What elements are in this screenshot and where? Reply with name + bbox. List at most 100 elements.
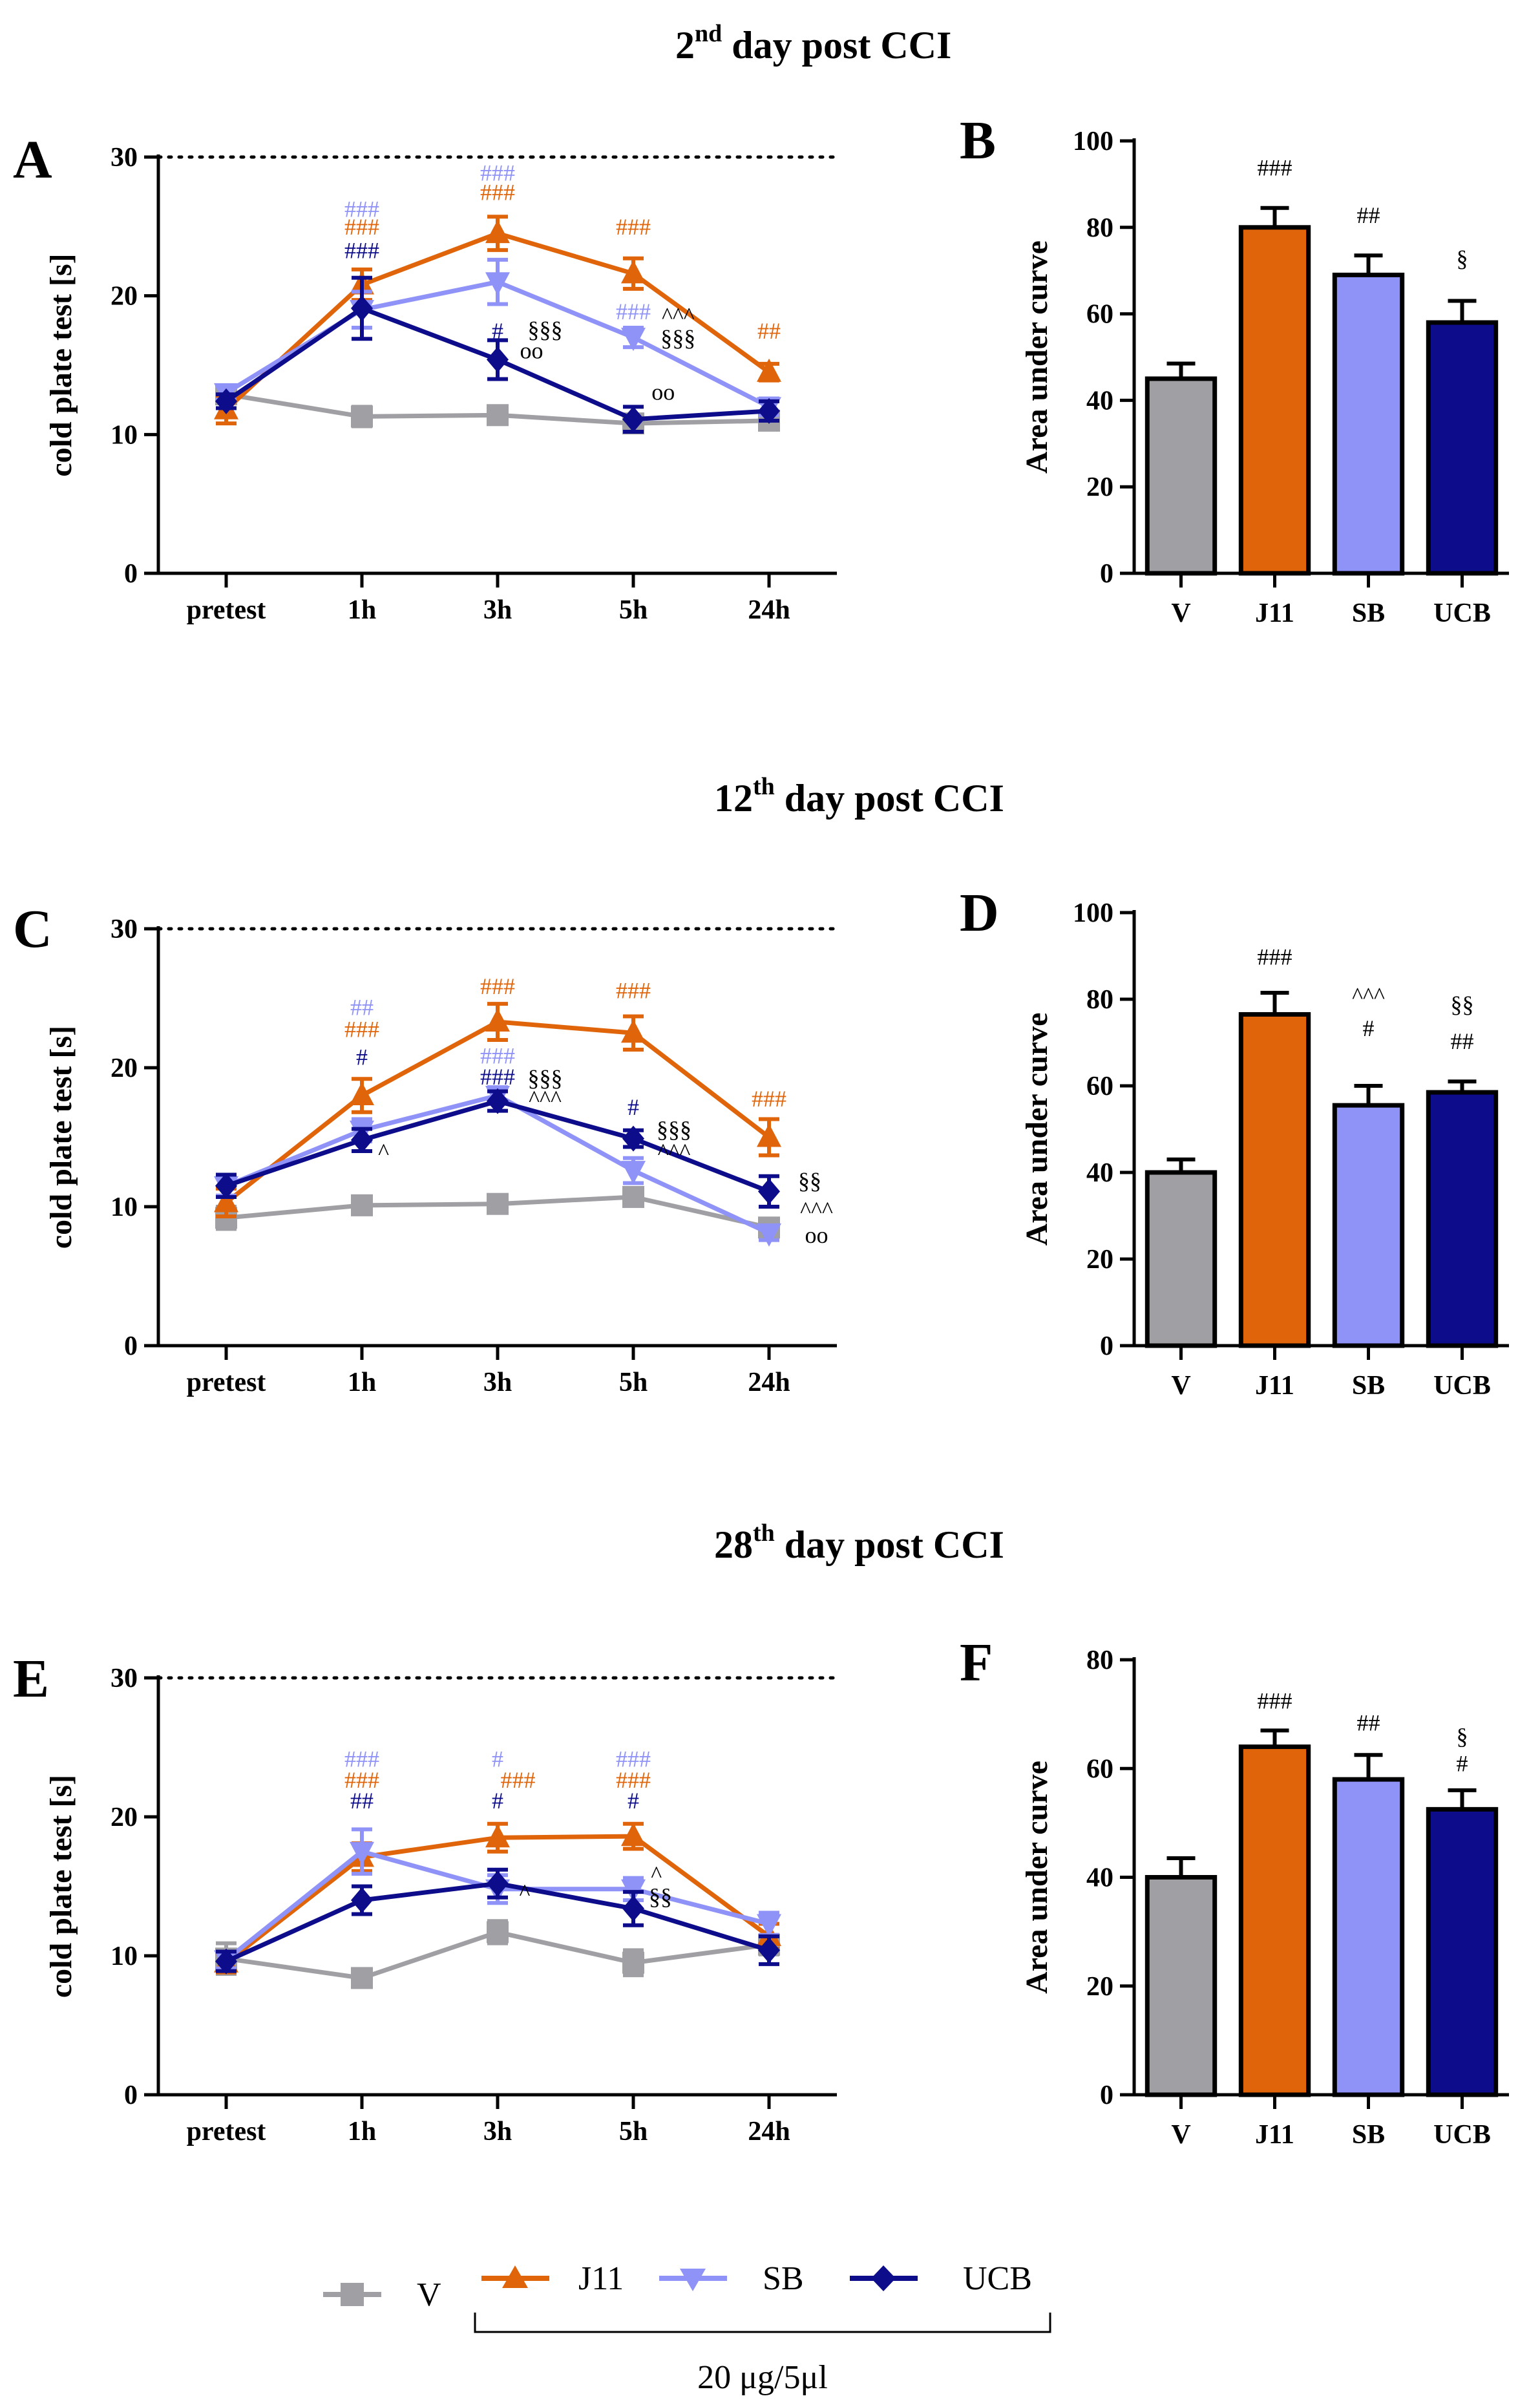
chart-a-x-tick-label-3h: 3h bbox=[483, 595, 512, 625]
chart-e-annotation-8: ### bbox=[616, 1767, 651, 1793]
chart-e-series-v-point-1 bbox=[351, 1967, 373, 1989]
chart-b-x-tick-label-ucb: UCB bbox=[1433, 599, 1491, 628]
chart-a-y-tick-label-0: 0 bbox=[124, 559, 138, 589]
chart-e-y-axis-title: cold plate test [s] bbox=[44, 1775, 78, 1998]
chart-e-annotation-7: ### bbox=[616, 1746, 651, 1772]
chart-d-annotation-1: ^^^ bbox=[1352, 983, 1385, 1009]
chart-e-series-ucb-point-0 bbox=[215, 1948, 237, 1975]
legend-marker-j11-triangle-icon bbox=[502, 2265, 528, 2288]
chart-c-annotation-3: ^ bbox=[378, 1139, 389, 1165]
chart-a-series-j11-point-3 bbox=[621, 260, 646, 284]
chart-c-x-tick-label-3h: 3h bbox=[483, 1368, 512, 1397]
dose-label: 20 μg/5μl bbox=[697, 2359, 828, 2396]
chart-c-series-ucb-point-4 bbox=[758, 1178, 780, 1205]
chart-a-series-ucb-point-1 bbox=[351, 295, 373, 321]
chart-b-x-tick-label-sb: SB bbox=[1352, 599, 1385, 628]
chart-c-series-j11-point-0 bbox=[214, 1189, 238, 1213]
chart-f-annotation-1: ## bbox=[1357, 1710, 1380, 1735]
panel-letter-c: C bbox=[13, 899, 52, 959]
chart-c-y-tick-label-0: 0 bbox=[124, 1331, 138, 1361]
chart-a-series-ucb-point-3 bbox=[622, 406, 644, 432]
chart-d-x-tick-label-ucb: UCB bbox=[1433, 1371, 1491, 1401]
chart-a-x-tick-label-24h: 24h bbox=[748, 595, 790, 625]
chart-f-x-tick-label-j11: J11 bbox=[1255, 2120, 1294, 2150]
chart-a-annotation-6: §§§ bbox=[528, 317, 563, 343]
chart-e-annotation-2: ## bbox=[350, 1788, 374, 1814]
panel-letter-d: D bbox=[960, 883, 999, 943]
chart-f-annotation-3: # bbox=[1457, 1750, 1468, 1776]
legend-marker-v-square-icon bbox=[341, 2283, 364, 2306]
section-title-day28: 28th day post CCI bbox=[714, 1520, 1004, 1566]
chart-b-y-tick-label-80: 80 bbox=[1086, 213, 1113, 243]
chart-e-series-v-point-2 bbox=[487, 1921, 509, 1944]
legend-item-v: V bbox=[323, 2276, 441, 2313]
chart-b-annotation-1: ## bbox=[1357, 202, 1380, 228]
chart-a-annotation-8: ### bbox=[616, 214, 651, 240]
chart-e-x-tick-label-1h: 1h bbox=[348, 2117, 376, 2146]
chart-a-annotation-10: ^^^ bbox=[662, 303, 695, 329]
chart-c-annotation-12: ^^^ bbox=[658, 1139, 691, 1165]
chart-e-annotation-4: ### bbox=[501, 1767, 536, 1793]
chart-b-annotation-0: ### bbox=[1258, 155, 1292, 181]
chart-f-bar-ucb bbox=[1426, 1806, 1499, 2097]
chart-a-annotation-3: ### bbox=[480, 160, 515, 185]
chart-d-annotation-2: # bbox=[1363, 1015, 1375, 1041]
chart-a-series-ucb-point-0 bbox=[215, 388, 237, 414]
panel-letter-e: E bbox=[13, 1649, 49, 1709]
chart-a-annotation-0: ### bbox=[344, 196, 379, 222]
legend: V J11 SB UCB 20 μg/5μl bbox=[323, 2260, 1051, 2396]
chart-d-x-tick-label-j11: J11 bbox=[1255, 1371, 1294, 1401]
chart-e-annotation-11: §§ bbox=[649, 1883, 672, 1909]
chart-f-y-tick-label-60: 60 bbox=[1086, 1754, 1113, 1784]
chart-e-annotation-1: ### bbox=[344, 1767, 379, 1793]
section-title-day2: 2nd day post CCI bbox=[675, 20, 951, 67]
dose-bracket bbox=[474, 2313, 1051, 2333]
section-title-day12: 12th day post CCI bbox=[714, 773, 1004, 820]
chart-e-series-j11-point-3 bbox=[621, 1823, 646, 1847]
chart-c-series-j11-point-4 bbox=[757, 1123, 781, 1147]
chart-a-line: 0 10 20 30 pretest 1h 3h 5h 24h cold plate test [… bbox=[44, 143, 839, 625]
chart-d-annotation-3: §§ bbox=[1451, 991, 1474, 1017]
legend-marker-ucb-diamond-icon bbox=[871, 2265, 896, 2291]
chart-c-line: 0 10 20 30 pretest 1h 3h 5h 24h cold plate test [… bbox=[44, 915, 839, 1397]
chart-e-x-tick-label-pretest: pretest bbox=[187, 2117, 266, 2146]
chart-a-annotation-5: # bbox=[492, 318, 503, 344]
chart-c-annotation-7: §§§ bbox=[528, 1065, 563, 1091]
legend-label-v: V bbox=[417, 2276, 441, 2313]
chart-d-y-tick-label-0: 0 bbox=[1100, 1331, 1113, 1361]
chart-d-bar-ucb bbox=[1426, 1090, 1499, 1348]
chart-d-bar-sb bbox=[1332, 1103, 1405, 1348]
chart-b-bar-sb bbox=[1332, 272, 1405, 576]
chart-b-y-tick-label-40: 40 bbox=[1086, 386, 1113, 416]
chart-a-x-tick-label-pretest: pretest bbox=[187, 595, 266, 625]
chart-c-annotation-6: ### bbox=[480, 1064, 515, 1090]
chart-c-series-ucb-point-1 bbox=[351, 1127, 373, 1153]
chart-d-y-axis-title: Area under curve bbox=[1020, 1013, 1054, 1246]
chart-c-annotation-15: ^^^ bbox=[800, 1197, 833, 1223]
chart-c-annotation-16: oo bbox=[805, 1222, 828, 1248]
chart-c-y-tick-label-30: 30 bbox=[111, 915, 138, 944]
chart-c-annotation-11: §§§ bbox=[657, 1117, 691, 1143]
legend-item-sb: SB bbox=[659, 2260, 804, 2297]
chart-e-line: 0 10 20 30 pretest 1h 3h 5h 24h cold plate test [… bbox=[44, 1664, 839, 2146]
chart-c-y-tick-label-10: 10 bbox=[111, 1192, 138, 1222]
chart-c-annotation-9: ### bbox=[616, 978, 651, 1004]
chart-e-series-sb-point-4 bbox=[757, 1914, 781, 1938]
chart-a-annotation-2: ### bbox=[344, 238, 379, 264]
chart-b-bar-j11 bbox=[1238, 225, 1311, 576]
chart-c-x-tick-label-24h: 24h bbox=[748, 1368, 790, 1397]
legend-label-j11: J11 bbox=[578, 2260, 624, 2297]
panel-letter-f: F bbox=[960, 1633, 993, 1693]
chart-a-y-tick-label-30: 30 bbox=[111, 143, 138, 173]
chart-a-series-j11-point-2 bbox=[485, 220, 510, 244]
chart-a-annotation-7: oo bbox=[520, 337, 543, 363]
chart-c-series-j11-point-3 bbox=[621, 1019, 646, 1043]
chart-c-x-tick-label-5h: 5h bbox=[619, 1368, 648, 1397]
chart-e-annotation-6: ^ bbox=[520, 1880, 531, 1905]
panel-letter-b: B bbox=[960, 111, 996, 171]
chart-b-y-tick-label-0: 0 bbox=[1100, 559, 1113, 589]
chart-a-series-v-point-1 bbox=[351, 405, 373, 428]
chart-b-y-tick-label-100: 100 bbox=[1073, 127, 1113, 156]
